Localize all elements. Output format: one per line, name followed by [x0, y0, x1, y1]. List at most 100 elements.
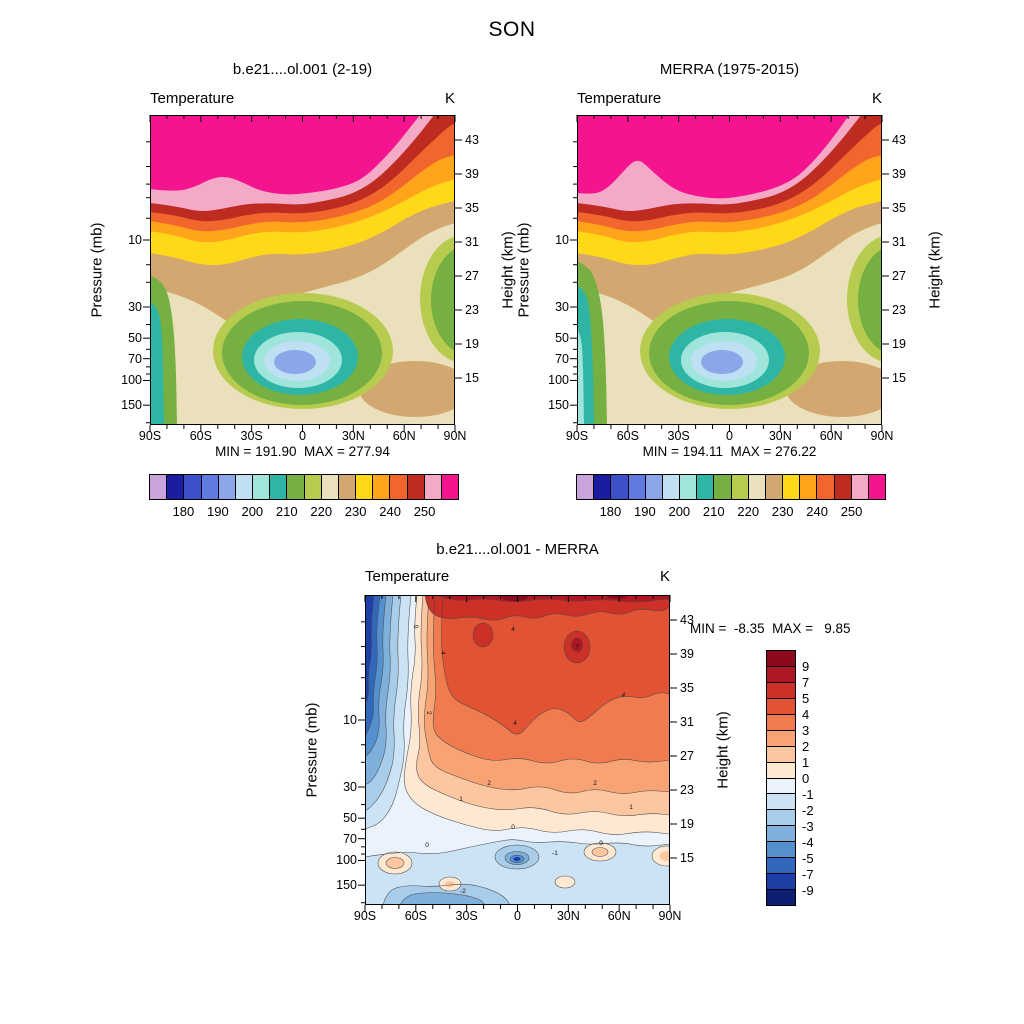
- pressure-tick-label: 30: [343, 780, 357, 794]
- height-tick-label: 15: [465, 371, 479, 385]
- colorbar-cell: [782, 475, 800, 499]
- pressure-tick-label: 50: [555, 331, 569, 346]
- height-tick-label: 35: [465, 201, 479, 215]
- colorbar-cell: [610, 475, 628, 499]
- height-tick-label: 39: [680, 647, 694, 661]
- height-tick-label: 19: [465, 337, 479, 351]
- axes-frame: [358, 595, 677, 912]
- colorbar-cell: [767, 777, 795, 794]
- x-tick-label: 90S: [353, 909, 377, 923]
- colorbar-label: -2: [802, 803, 814, 818]
- x-tick-label: 30N: [341, 429, 365, 443]
- pressure-tick-label: 150: [336, 878, 357, 893]
- colorbar-cell: [767, 873, 795, 890]
- colorbar-label: 190: [634, 504, 656, 519]
- pressure-tick-label: 50: [128, 331, 142, 346]
- contour-label: 0: [412, 624, 420, 629]
- colorbar-cell: [747, 475, 765, 499]
- height-tick-label: 39: [892, 167, 906, 181]
- contour-label: 1: [459, 796, 463, 803]
- pressure-tick-label: 100: [121, 373, 142, 388]
- colorbar-label: -5: [802, 851, 814, 866]
- x-tick-label: 30S: [455, 909, 478, 923]
- x-tick-label: 30N: [556, 909, 580, 923]
- colorbar-label: 230: [344, 504, 367, 519]
- colorbar-cell: [269, 475, 287, 499]
- x-tick-label: 90S: [565, 429, 589, 443]
- colorbar-label: 200: [668, 504, 691, 519]
- colorbar-cell: [234, 475, 253, 499]
- diff-field-label: Temperature: [365, 568, 450, 585]
- colorbar-cell: [200, 475, 218, 499]
- pressure-tick-label: 100: [548, 373, 569, 388]
- height-tick-label: 35: [680, 681, 694, 695]
- pressure-tick-label: 30: [555, 300, 569, 314]
- colorbar-cell: [767, 809, 795, 826]
- colorbar-cell: [764, 475, 783, 499]
- model-contour-plot: [143, 115, 462, 432]
- colorbar-cell: [767, 825, 795, 842]
- colorbar-cell: [661, 475, 680, 499]
- colorbar-cell: [337, 475, 356, 499]
- colorbar-cell: [816, 475, 834, 499]
- pressure-tick-label: 10: [555, 233, 569, 247]
- diff-units-label: K: [659, 568, 670, 585]
- colorbar-label: 180: [599, 504, 622, 519]
- x-tick-label: 0: [514, 909, 521, 923]
- contour-label: 4: [439, 651, 446, 656]
- x-tick-label: 30S: [667, 429, 690, 443]
- merra-field-label: Temperature: [577, 90, 662, 107]
- x-tick-label: 30N: [768, 429, 792, 443]
- x-tick-label: 60S: [189, 429, 212, 443]
- x-tick-label: 0: [726, 429, 733, 443]
- diff-contour-art: 0 4 2 4 7 4 4 2 2 1 1 0 0 -1 -2 0: [365, 595, 670, 905]
- colorbar-label: 3: [802, 723, 810, 738]
- colorbar-cell: [767, 793, 795, 810]
- x-tick-label: 60S: [404, 909, 427, 923]
- colorbar-label: 190: [207, 504, 229, 519]
- axes-frame: [570, 115, 889, 432]
- contour-label: 2: [487, 780, 491, 787]
- height-tick-label: 19: [680, 817, 694, 831]
- pressure-tick-label: 50: [343, 811, 357, 826]
- height-tick-label: 15: [680, 851, 694, 865]
- colorbar-cell: [767, 761, 795, 778]
- colorbar-label: 220: [310, 504, 333, 519]
- contour-label: -2: [460, 888, 466, 895]
- height-tick-label: 39: [465, 167, 479, 181]
- colorbar-cell: [644, 475, 662, 499]
- colorbar-cell: [767, 841, 795, 858]
- height-tick-label: 23: [465, 303, 479, 317]
- height-tick-label: 23: [680, 783, 694, 797]
- colorbar-label: 230: [771, 504, 794, 519]
- x-tick-label: 60S: [616, 429, 639, 443]
- colorbar-cell: [799, 475, 817, 499]
- colorbar-cell: [679, 475, 697, 499]
- height-tick-label: 43: [892, 133, 906, 147]
- colorbar-cell: [833, 475, 851, 499]
- colorbar-cell: [767, 857, 795, 874]
- colorbar-cell: [303, 475, 321, 499]
- height-tick-label: 31: [892, 235, 906, 249]
- x-tick-label: 0: [299, 429, 306, 443]
- contour-lines: [365, 595, 670, 905]
- colorbar-label: 210: [275, 504, 298, 519]
- pressure-tick-label: 100: [336, 853, 357, 868]
- height-tick-label: 15: [892, 371, 906, 385]
- pressure-tick-label: 70: [343, 831, 357, 846]
- contour-label: 0: [511, 824, 515, 831]
- contour-label: 7: [575, 644, 579, 651]
- pressure-tick-label: 10: [343, 713, 357, 727]
- model-contour-art: [150, 115, 455, 425]
- colorbar-cell: [767, 697, 795, 714]
- contour-label: 4: [621, 692, 626, 700]
- colorbar-cell: [850, 475, 868, 499]
- colorbar-cell: [767, 745, 795, 762]
- contour-label: 4: [513, 720, 517, 727]
- merra-minmax-label: MIN = 194.11 MAX = 276.22: [642, 444, 817, 459]
- pressure-tick-label: 70: [555, 351, 569, 366]
- contour-labels: 0 4 2 4 7 4 4 2 2 1 1 0 0 -1 -2 0: [412, 624, 633, 895]
- colorbar-cell: [389, 475, 407, 499]
- colorbar-label: 4: [802, 707, 810, 722]
